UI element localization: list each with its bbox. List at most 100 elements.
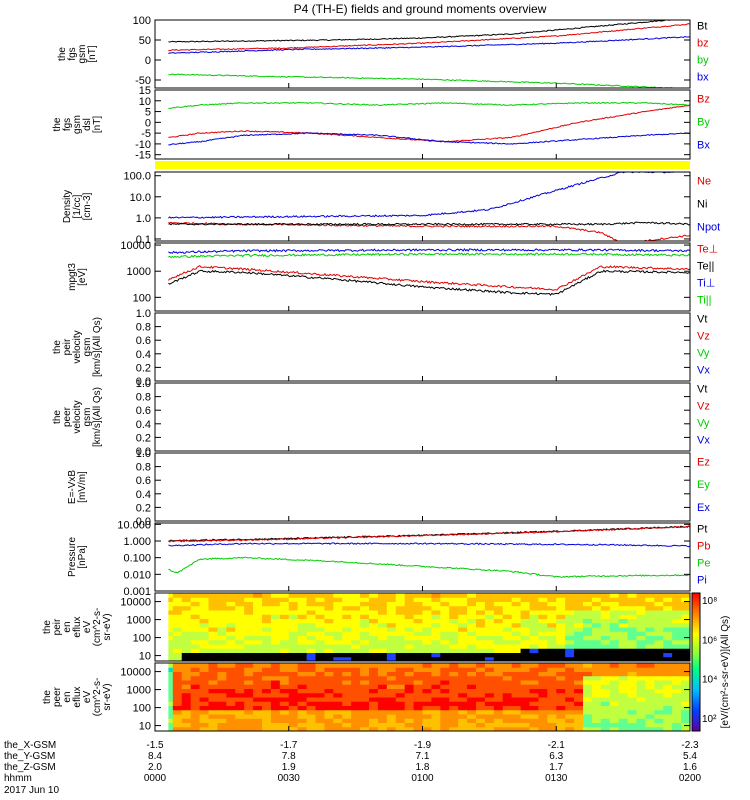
spectrogram-cell xyxy=(360,648,370,653)
spectrogram-cell xyxy=(476,614,486,619)
spectrogram-cell xyxy=(244,593,254,598)
spectrogram-cell xyxy=(511,627,522,632)
spectrogram-cell xyxy=(440,648,450,653)
series-line-Te|| xyxy=(168,269,691,296)
spectrogram-cell xyxy=(529,614,539,619)
spectrogram-cell xyxy=(270,644,281,649)
spectrogram-cell xyxy=(627,648,637,653)
spectrogram-cell xyxy=(288,701,299,706)
y-tick-label: 10000 xyxy=(120,597,151,609)
spectrogram-cell xyxy=(502,663,513,668)
spectrogram-cell xyxy=(262,714,272,719)
spectrogram-cell xyxy=(360,618,370,624)
spectrogram-cell xyxy=(324,697,334,702)
spectrogram-cell xyxy=(172,639,183,645)
spectrogram-cell xyxy=(476,709,486,715)
spectrogram-cell xyxy=(386,722,397,728)
spectrogram-cell xyxy=(369,718,379,723)
spectrogram-cell xyxy=(262,639,272,645)
spectrogram-cell xyxy=(467,627,477,632)
spectrogram-cell xyxy=(574,622,584,628)
spectrogram-cell xyxy=(333,610,343,615)
spectrogram-cell xyxy=(360,605,370,611)
spectrogram-cell xyxy=(279,718,290,723)
spectrogram-cell xyxy=(645,688,655,694)
spectrogram-cell xyxy=(502,644,513,649)
spectrogram-cell xyxy=(422,714,432,719)
spectrogram-cell xyxy=(654,671,664,677)
spectrogram-cell xyxy=(226,718,236,723)
spectrogram-cell xyxy=(342,656,352,662)
x-axis-value: -2.1 xyxy=(548,740,566,751)
spectrogram-cell xyxy=(440,680,450,685)
spectrogram-cell xyxy=(324,648,334,653)
legend-Vx: Vx xyxy=(697,434,710,446)
spectrogram-cell xyxy=(324,701,334,706)
legend-Vz: Vz xyxy=(697,330,710,342)
y-tick-label: 100.0 xyxy=(123,171,151,183)
panel-peer-vel: 0.00.20.40.60.81.0thepeervelocitygsm[km/… xyxy=(52,378,710,458)
spectrogram-cell xyxy=(681,709,691,715)
y-axis-label-line: eV xyxy=(82,691,93,704)
spectrogram-cell xyxy=(217,697,227,702)
spectrogram-cell xyxy=(413,726,423,732)
spectrogram-cell xyxy=(654,597,664,602)
spectrogram-cell xyxy=(583,618,593,624)
spectrogram-cell xyxy=(636,671,646,677)
spectrogram-cell xyxy=(244,675,254,681)
spectrogram-cell xyxy=(520,726,530,732)
legend-Vy: Vy xyxy=(697,417,710,429)
spectrogram-cell xyxy=(199,593,209,598)
spectrogram-cell xyxy=(529,610,539,615)
spectrogram-cell xyxy=(199,714,209,719)
spectrogram-cell xyxy=(574,688,584,694)
spectrogram-cell xyxy=(449,726,459,732)
spectrogram-cell xyxy=(208,627,218,632)
legend-Te||: Te|| xyxy=(697,260,714,272)
spectrogram-cell xyxy=(583,644,593,649)
series-line-Pe xyxy=(168,556,691,578)
spectrogram-cell xyxy=(467,652,477,658)
spectrogram-cell xyxy=(253,714,263,719)
spectrogram-cell xyxy=(244,605,254,611)
y-axis-label-line: peer xyxy=(62,406,73,427)
spectrogram-cell xyxy=(306,663,316,668)
spectrogram-cell xyxy=(547,656,557,662)
spectrogram-cell xyxy=(163,675,174,681)
spectrogram-cell xyxy=(181,656,192,662)
spectrogram-cell xyxy=(217,635,227,641)
spectrogram-cell xyxy=(386,639,397,645)
spectrogram-cell xyxy=(476,705,486,711)
spectrogram-cell xyxy=(458,622,468,628)
spectrogram-cell xyxy=(556,593,566,598)
spectrogram-cell xyxy=(636,714,646,719)
spectrogram-cell xyxy=(262,667,272,672)
spectrogram-cell xyxy=(609,656,620,662)
spectrogram-cell xyxy=(377,601,388,607)
spectrogram-cell xyxy=(208,597,218,602)
spectrogram-cell xyxy=(270,614,281,619)
spectrogram-cell xyxy=(324,639,334,645)
spectrogram-cell xyxy=(217,597,227,602)
spectrogram-cell xyxy=(529,648,539,653)
spectrogram-cell xyxy=(270,597,281,602)
spectrogram-cell xyxy=(618,601,629,607)
spectrogram-cell xyxy=(163,692,174,698)
spectrogram-cell xyxy=(502,705,513,711)
spectrogram-cell xyxy=(493,610,504,615)
y-tick-label: 100 xyxy=(133,15,151,27)
spectrogram-cell xyxy=(306,597,316,602)
spectrogram-cell xyxy=(458,627,468,632)
spectrogram-cell xyxy=(654,688,664,694)
spectrogram-cell xyxy=(404,675,415,681)
spectrogram-cell xyxy=(360,671,370,677)
spectrogram-cell xyxy=(654,726,664,732)
spectrogram-cell xyxy=(279,614,290,619)
spectrogram-cell xyxy=(413,631,423,636)
spectrogram-cell xyxy=(449,680,459,685)
spectrogram-cell xyxy=(297,614,308,619)
spectrogram-cell xyxy=(270,663,281,668)
spectrogram-cell xyxy=(583,656,593,662)
spectrogram-cell xyxy=(591,714,602,719)
spectrogram-cell xyxy=(208,709,218,715)
